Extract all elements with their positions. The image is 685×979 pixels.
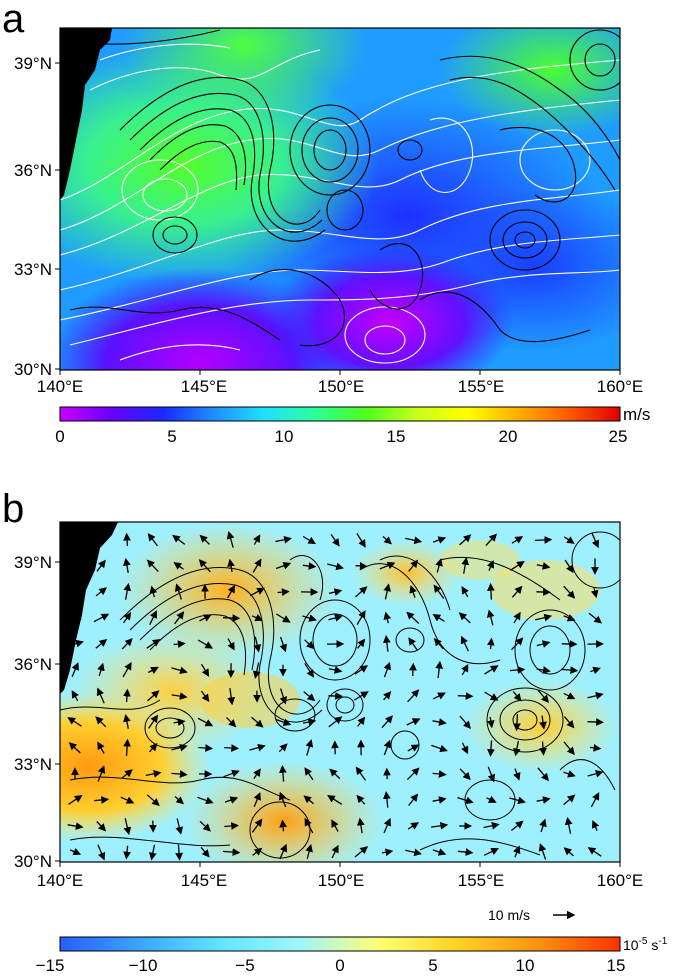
lon-tick-155: 155°E: [458, 377, 505, 396]
cbar-b-tick-15: 15: [607, 956, 626, 974]
cbar-a-tick-25: 25: [609, 427, 628, 446]
cbar-a-tick-0: 0: [55, 427, 64, 446]
b-lat-tick-36: 36°N: [14, 655, 52, 674]
panel-a-map: [60, 28, 630, 370]
panel-b-map: [60, 522, 628, 862]
b-lat-tick-33: 33°N: [14, 755, 52, 774]
wind-scale: 10 m/s: [488, 907, 574, 923]
b-lat-tick-30: 30°N: [14, 852, 52, 871]
colorbar-b-unit: 10-5 s-1: [623, 936, 668, 953]
cbar-a-tick-10: 10: [275, 427, 294, 446]
wind-arrow: [127, 534, 128, 546]
panel-b-lat-ticks: 39°N 36°N 33°N 30°N: [14, 553, 60, 871]
wind-arrow: [223, 618, 239, 619]
cbar-b-tick-m15: −15: [36, 956, 65, 974]
wind-arrow: [224, 748, 238, 749]
panel-b-lon-ticks: 140°E 145°E 150°E 155°E 160°E: [37, 862, 644, 890]
wind-arrow: [127, 690, 128, 702]
lon-tick-140: 140°E: [37, 377, 84, 396]
cbar-b-tick-m10: −10: [129, 956, 158, 974]
cbar-a-tick-15: 15: [387, 427, 406, 446]
cbar-b-tick-5: 5: [428, 956, 437, 974]
panel-a-lon-ticks: 140°E 145°E 150°E 155°E 160°E: [37, 370, 644, 396]
panel-a-colorbar: m/s 0 5 10 15 20 25: [55, 405, 650, 446]
b-lon-tick-150: 150°E: [318, 871, 365, 890]
b-lon-tick-140: 140°E: [37, 871, 84, 890]
cbar-b-tick-10: 10: [516, 956, 535, 974]
lon-tick-145: 145°E: [181, 377, 228, 396]
panel-a-lat-ticks: 39°N 36°N 33°N 30°N: [14, 54, 60, 379]
cbar-a-tick-5: 5: [167, 427, 176, 446]
panel-a-letter: a: [2, 0, 25, 41]
cbar-b-tick-m5: −5: [235, 956, 254, 974]
wind-arrow: [458, 696, 472, 697]
wind-arrow: [587, 722, 602, 723]
wind-arrow: [356, 566, 367, 567]
cbar-b-tick-0: 0: [335, 956, 344, 974]
wind-arrow: [517, 714, 518, 730]
lon-tick-150: 150°E: [318, 377, 365, 396]
lat-tick-33: 33°N: [14, 260, 52, 279]
panel-b-letter: b: [2, 487, 24, 531]
lon-tick-160: 160°E: [597, 377, 644, 396]
colorbar-a-unit: m/s: [623, 405, 650, 424]
lat-tick-36: 36°N: [14, 161, 52, 180]
cbar-a-tick-20: 20: [499, 427, 518, 446]
b-lon-tick-155: 155°E: [458, 871, 505, 890]
wind-scale-label: 10 m/s: [488, 907, 530, 923]
b-lon-tick-145: 145°E: [181, 871, 228, 890]
b-lon-tick-160: 160°E: [597, 871, 644, 890]
lat-tick-39: 39°N: [14, 54, 52, 73]
b-lat-tick-39: 39°N: [14, 553, 52, 572]
wind-arrow: [491, 584, 492, 599]
wind-arrow: [413, 664, 414, 676]
wind-arrow: [535, 540, 551, 541]
panel-b-colorbar: 10-5 s-1 −15 −10 −5 0 5 10 15: [36, 936, 668, 974]
